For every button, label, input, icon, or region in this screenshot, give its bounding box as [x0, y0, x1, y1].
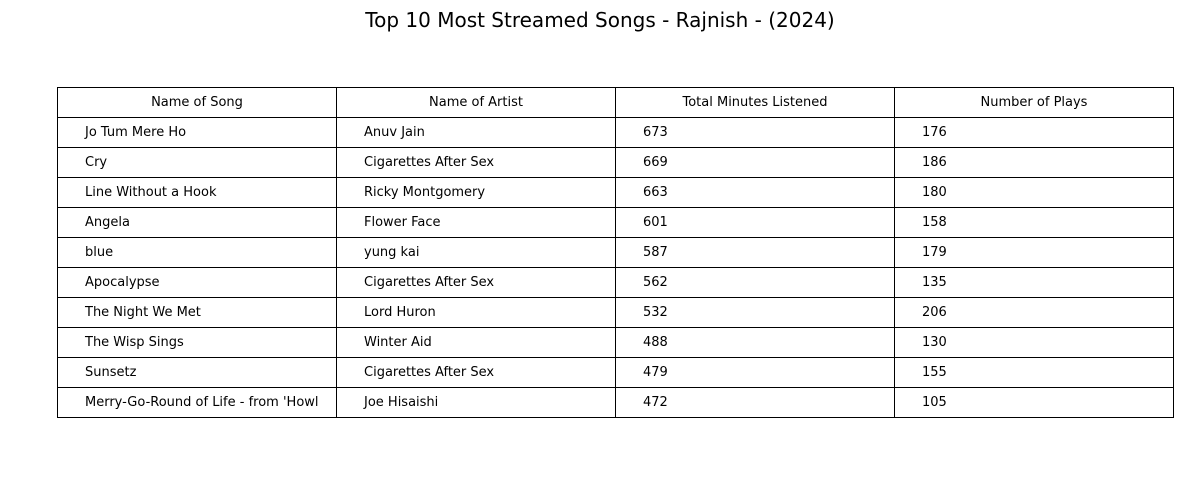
table-row: blue yung kai 587 179: [57, 237, 1174, 268]
artist-cell: Cigarettes After Sex: [336, 147, 616, 178]
column-header-plays: Number of Plays: [894, 87, 1174, 118]
chart-title: Top 10 Most Streamed Songs - Rajnish - (…: [365, 8, 835, 32]
song-cell: The Wisp Sings: [57, 327, 337, 358]
artist-cell: Joe Hisaishi: [336, 387, 616, 418]
song-cell: Sunsetz: [57, 357, 337, 388]
minutes-cell: 669: [615, 147, 895, 178]
plays-cell: 155: [894, 357, 1174, 388]
minutes-cell: 673: [615, 117, 895, 148]
table-row: Sunsetz Cigarettes After Sex 479 155: [57, 357, 1174, 388]
column-header-artist: Name of Artist: [336, 87, 616, 118]
minutes-cell: 562: [615, 267, 895, 298]
artist-cell: Winter Aid: [336, 327, 616, 358]
artist-cell: Lord Huron: [336, 297, 616, 328]
artist-cell: Cigarettes After Sex: [336, 357, 616, 388]
table-row: Line Without a Hook Ricky Montgomery 663…: [57, 177, 1174, 208]
minutes-cell: 488: [615, 327, 895, 358]
table-row: Cry Cigarettes After Sex 669 186: [57, 147, 1174, 178]
artist-cell: Flower Face: [336, 207, 616, 238]
minutes-cell: 601: [615, 207, 895, 238]
table-row: The Night We Met Lord Huron 532 206: [57, 297, 1174, 328]
minutes-cell: 479: [615, 357, 895, 388]
plays-cell: 130: [894, 327, 1174, 358]
minutes-cell: 587: [615, 237, 895, 268]
plays-cell: 179: [894, 237, 1174, 268]
column-header-song: Name of Song: [57, 87, 337, 118]
minutes-cell: 472: [615, 387, 895, 418]
column-header-minutes: Total Minutes Listened: [615, 87, 895, 118]
artist-cell: Anuv Jain: [336, 117, 616, 148]
plays-cell: 186: [894, 147, 1174, 178]
song-cell: Jo Tum Mere Ho: [57, 117, 337, 148]
song-cell: Apocalypse: [57, 267, 337, 298]
table-row: Apocalypse Cigarettes After Sex 562 135: [57, 267, 1174, 298]
song-cell: Angela: [57, 207, 337, 238]
song-cell: Line Without a Hook: [57, 177, 337, 208]
plays-cell: 206: [894, 297, 1174, 328]
table-row: Jo Tum Mere Ho Anuv Jain 673 176: [57, 117, 1174, 148]
plays-cell: 105: [894, 387, 1174, 418]
table-row: Merry-Go-Round of Life - from 'Howl Joe …: [57, 387, 1174, 418]
song-cell: Cry: [57, 147, 337, 178]
artist-cell: Cigarettes After Sex: [336, 267, 616, 298]
plays-cell: 135: [894, 267, 1174, 298]
plays-cell: 180: [894, 177, 1174, 208]
plays-cell: 158: [894, 207, 1174, 238]
table-row: Angela Flower Face 601 158: [57, 207, 1174, 238]
song-cell: The Night We Met: [57, 297, 337, 328]
plays-cell: 176: [894, 117, 1174, 148]
artist-cell: Ricky Montgomery: [336, 177, 616, 208]
table-row: The Wisp Sings Winter Aid 488 130: [57, 327, 1174, 358]
song-cell: blue: [57, 237, 337, 268]
songs-table: Name of Song Name of Artist Total Minute…: [57, 87, 1174, 418]
minutes-cell: 532: [615, 297, 895, 328]
minutes-cell: 663: [615, 177, 895, 208]
song-cell: Merry-Go-Round of Life - from 'Howl: [57, 387, 337, 418]
header-row: Name of Song Name of Artist Total Minute…: [57, 87, 1174, 118]
artist-cell: yung kai: [336, 237, 616, 268]
